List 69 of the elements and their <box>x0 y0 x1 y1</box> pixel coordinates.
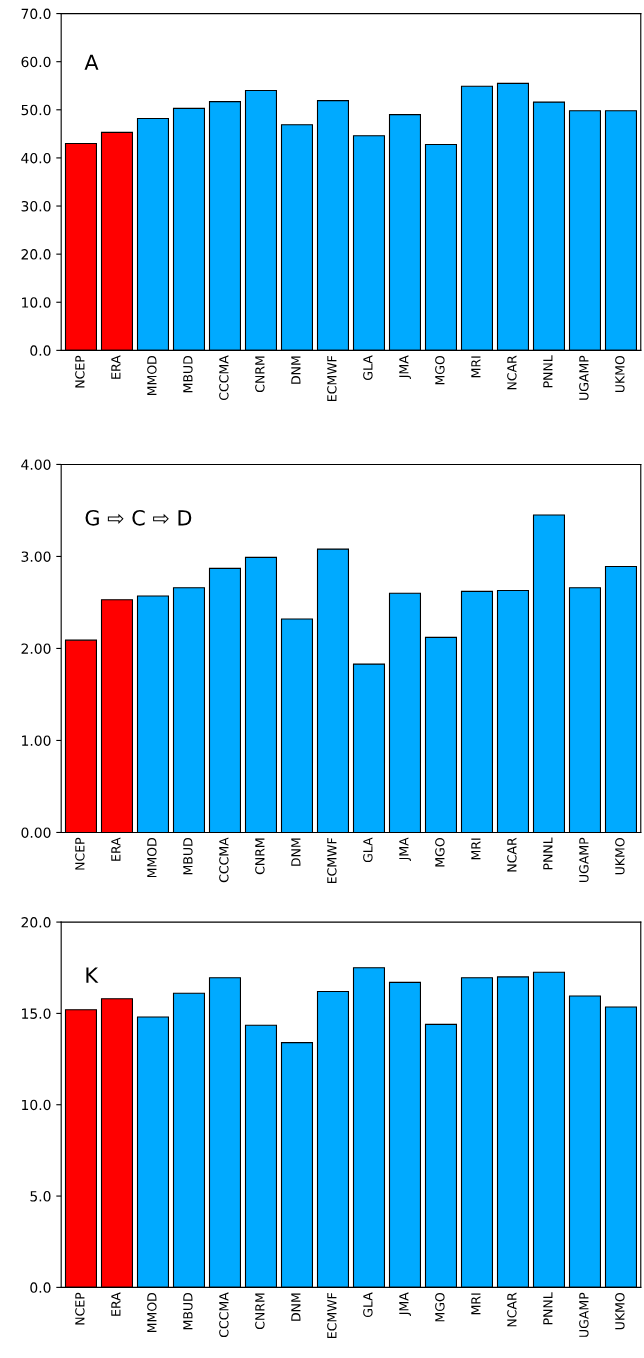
y-tick-label: 70.0 <box>21 8 51 20</box>
x-tick-label: ECMWF <box>327 838 337 884</box>
x-tick-label: NCEP <box>75 837 85 870</box>
x-tick-label: CCCMA <box>219 837 229 883</box>
x-tick-label: UKMO <box>615 1292 625 1330</box>
y-tick-label: 5.0 <box>30 1191 51 1202</box>
x-tick-label: UKMO <box>615 838 625 875</box>
x-tick-label: ERA <box>111 837 121 861</box>
x-tick-label: MMOD <box>147 355 157 396</box>
y-tick-label: 4.00 <box>21 459 51 470</box>
x-tick-label: UKMO <box>615 355 625 393</box>
x-tick-label: UGAMP <box>579 1292 589 1337</box>
annotation: A <box>84 54 99 70</box>
x-tick-label: JMA <box>399 837 411 861</box>
x-tick-label: PNNL <box>543 1292 553 1325</box>
x-tick-label: DNM <box>291 1293 301 1321</box>
x-tick-label: GLA <box>363 1292 373 1318</box>
y-tick-label: 0.00 <box>21 827 51 838</box>
x-tick-label: GLA <box>363 355 373 381</box>
y-tick-label: 20.0 <box>21 249 51 260</box>
x-tick-label: CCCMA <box>219 1292 229 1338</box>
x-tick-label: ERA <box>111 1292 121 1316</box>
x-tick-label: MMOD <box>147 1292 157 1333</box>
y-tick-label: 15.0 <box>22 1008 51 1019</box>
x-tick-label: NCEP <box>75 355 85 388</box>
y-tick-label: 0.0 <box>30 345 51 356</box>
x-tick-label: MGO <box>435 1292 445 1322</box>
x-tick-label: NCAR <box>507 1292 517 1327</box>
x-tick-label: PNNL <box>543 837 553 870</box>
x-tick-label: MBUD <box>183 355 193 393</box>
y-tick-label: 20.0 <box>21 917 51 928</box>
x-tick-label: MGO <box>435 838 445 867</box>
y-tick-label: 50.0 <box>21 104 51 116</box>
x-tick-label: GLA <box>363 837 373 863</box>
y-tick-label: 30.0 <box>21 201 51 212</box>
x-tick-label: MBUD <box>183 838 193 875</box>
x-tick-label: NCEP <box>75 1292 85 1325</box>
y-tick-label: 2.00 <box>21 643 51 654</box>
y-tick-label: 1.00 <box>22 735 51 746</box>
y-tick-label: 60.0 <box>21 56 51 68</box>
x-tick-label: CNRM <box>255 1293 265 1330</box>
x-tick-label: JMA <box>399 355 411 379</box>
x-tick-label: ECMWF <box>327 1292 337 1338</box>
annotation: G ⇨ C ⇨ D <box>85 509 192 526</box>
x-tick-label: PNNL <box>543 355 553 388</box>
x-tick-label: UGAMP <box>579 355 589 400</box>
x-tick-label: DNM <box>291 838 301 866</box>
x-tick-label: CNRM <box>255 838 265 875</box>
x-tick-label: UGAMP <box>579 837 589 882</box>
y-tick-label: 10.0 <box>22 1099 51 1111</box>
x-tick-label: MGO <box>435 355 445 385</box>
x-tick-label: CNRM <box>255 356 265 393</box>
x-tick-label: NCAR <box>507 837 517 872</box>
y-tick-label: 10.0 <box>22 297 51 308</box>
x-tick-label: MRI <box>471 838 481 860</box>
x-tick-label: MMOD <box>147 838 157 878</box>
x-tick-label: DNM <box>291 356 301 384</box>
y-tick-label: 3.00 <box>21 551 51 562</box>
y-tick-label: 40.0 <box>21 152 51 164</box>
y-tick-label: 0.0 <box>30 1282 51 1293</box>
x-tick-label: ERA <box>111 355 121 379</box>
x-tick-label: CCCMA <box>219 355 229 401</box>
x-tick-label: MRI <box>471 356 481 378</box>
annotation: K <box>86 967 99 983</box>
x-tick-label: ECMWF <box>327 355 337 401</box>
x-tick-label: MRI <box>471 1293 481 1315</box>
x-tick-label: MBUD <box>183 1292 193 1330</box>
x-tick-label: NCAR <box>507 355 517 390</box>
x-tick-label: JMA <box>399 1292 411 1316</box>
